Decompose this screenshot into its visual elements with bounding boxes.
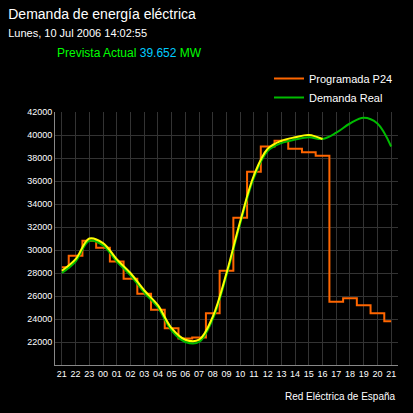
svg-text:17: 17 (331, 369, 341, 379)
svg-text:10: 10 (235, 369, 245, 379)
svg-text:02: 02 (125, 369, 135, 379)
svg-text:21: 21 (57, 369, 67, 379)
svg-text:28000: 28000 (27, 268, 52, 278)
svg-text:Prevista Actual 39.652 MW: Prevista Actual 39.652 MW (57, 46, 202, 60)
svg-text:05: 05 (167, 369, 177, 379)
svg-text:32000: 32000 (27, 222, 52, 232)
svg-text:14: 14 (290, 369, 300, 379)
svg-text:01: 01 (112, 369, 122, 379)
svg-text:34000: 34000 (27, 199, 52, 209)
svg-text:26000: 26000 (27, 291, 52, 301)
svg-text:15: 15 (304, 369, 314, 379)
svg-text:Red Eléctrica de España: Red Eléctrica de España (285, 391, 396, 402)
svg-text:04: 04 (153, 369, 163, 379)
svg-text:21: 21 (386, 369, 396, 379)
svg-text:30000: 30000 (27, 245, 52, 255)
svg-text:08: 08 (208, 369, 218, 379)
svg-text:06: 06 (180, 369, 190, 379)
svg-text:22: 22 (71, 369, 81, 379)
svg-text:40000: 40000 (27, 130, 52, 140)
svg-text:12: 12 (263, 369, 273, 379)
svg-text:24000: 24000 (27, 314, 52, 324)
svg-text:18: 18 (345, 369, 355, 379)
svg-text:38000: 38000 (27, 153, 52, 163)
svg-text:09: 09 (221, 369, 231, 379)
svg-text:42000: 42000 (27, 107, 52, 117)
svg-text:07: 07 (194, 369, 204, 379)
svg-text:00: 00 (98, 369, 108, 379)
svg-text:16: 16 (318, 369, 328, 379)
svg-text:Demanda Real: Demanda Real (309, 92, 382, 104)
svg-text:Programada P24: Programada P24 (309, 73, 392, 85)
svg-text:13: 13 (276, 369, 286, 379)
svg-text:36000: 36000 (27, 176, 52, 186)
svg-text:22000: 22000 (27, 337, 52, 347)
svg-text:Demanda de energía eléctricaLu: Demanda de energía eléctricaLunes, 10 Ju… (8, 6, 196, 39)
svg-text:23: 23 (84, 369, 94, 379)
svg-text:03: 03 (139, 369, 149, 379)
svg-text:20: 20 (372, 369, 382, 379)
svg-text:11: 11 (249, 369, 258, 379)
svg-text:19: 19 (359, 369, 369, 379)
